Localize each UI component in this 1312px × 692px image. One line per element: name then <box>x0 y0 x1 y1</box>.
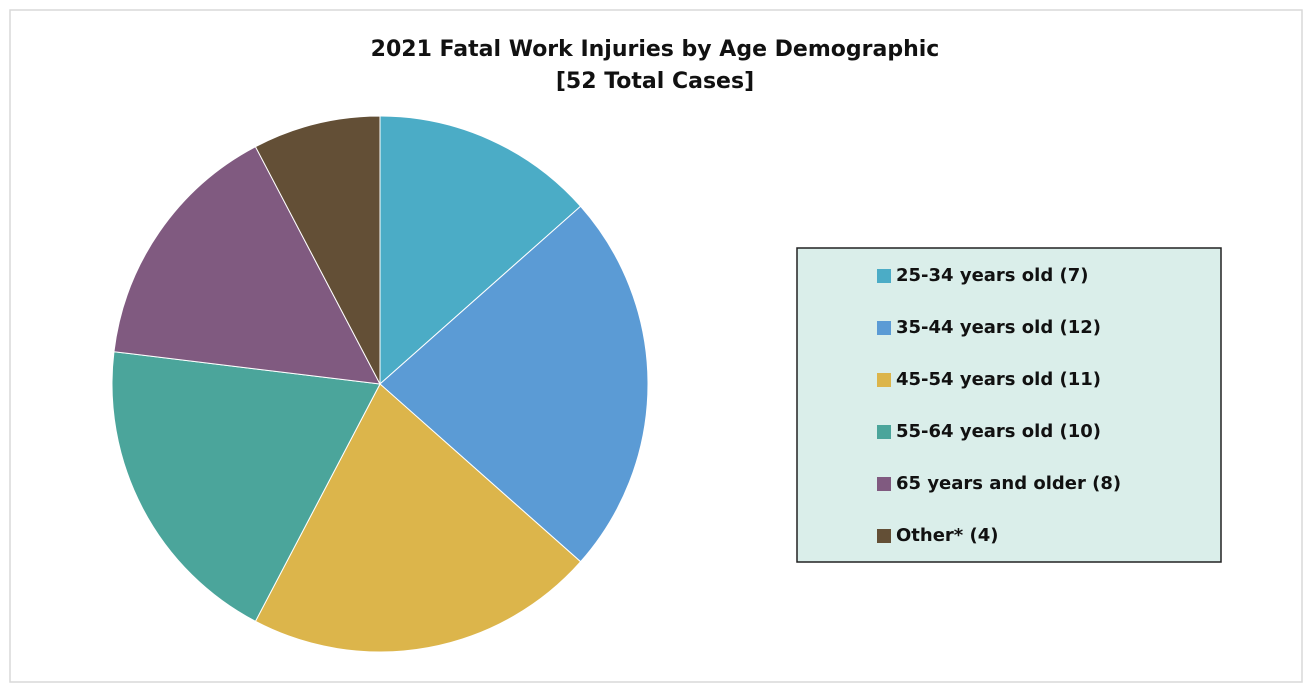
legend-swatch <box>877 269 891 283</box>
legend-swatch <box>877 321 891 335</box>
chart-subtitle: [52 Total Cases] <box>556 69 754 94</box>
pie-slice <box>113 146 381 385</box>
legend-swatch <box>877 529 891 543</box>
pie-slice <box>379 115 582 386</box>
legend-swatch <box>877 373 891 387</box>
pie-slice <box>111 351 381 622</box>
legend-label: 45-54 years old (11) <box>896 369 1101 390</box>
legend-label: 55-64 years old (10) <box>896 421 1101 442</box>
pie-slice <box>254 115 381 385</box>
legend-box <box>796 247 1222 563</box>
chart-title: 2021 Fatal Work Injuries by Age Demograp… <box>371 37 940 62</box>
legend-label: Other* (4) <box>896 525 998 546</box>
legend-swatch <box>877 477 891 491</box>
legend-label: 25-34 years old (7) <box>896 265 1088 286</box>
pie-slice <box>254 383 582 653</box>
legend-label: 65 years and older (8) <box>896 473 1121 494</box>
pie-slice <box>379 205 649 563</box>
legend-swatch <box>877 425 891 439</box>
legend-label: 35-44 years old (12) <box>896 317 1101 338</box>
